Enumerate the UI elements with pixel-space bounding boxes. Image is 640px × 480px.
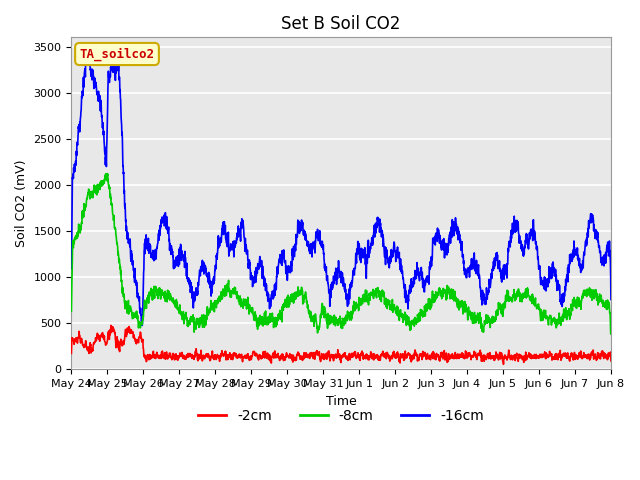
X-axis label: Time: Time <box>326 395 356 408</box>
Title: Set B Soil CO2: Set B Soil CO2 <box>282 15 401 33</box>
Y-axis label: Soil CO2 (mV): Soil CO2 (mV) <box>15 159 28 247</box>
Legend: -2cm, -8cm, -16cm: -2cm, -8cm, -16cm <box>193 404 490 429</box>
Text: TA_soilco2: TA_soilco2 <box>79 48 154 60</box>
